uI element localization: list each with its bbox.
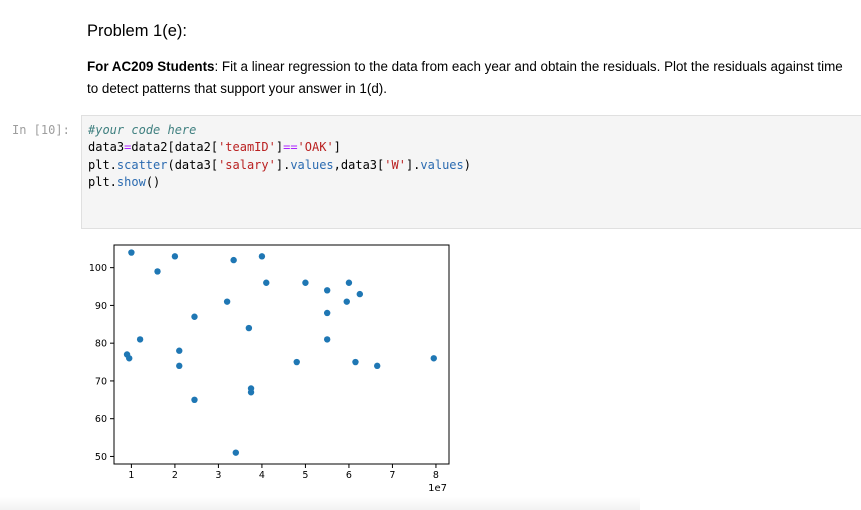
scatter-point (430, 355, 437, 362)
scatter-point (230, 256, 237, 264)
scatter-point (323, 287, 331, 294)
scatter-point (136, 336, 144, 343)
code-token: = (124, 140, 132, 155)
code-token: ] (275, 140, 284, 155)
code-token: ] (333, 140, 341, 155)
y-tick-label: 50 (95, 452, 107, 463)
scatter-point (356, 290, 364, 298)
scatter-point (352, 358, 359, 366)
scatter-point (263, 279, 270, 286)
scatter-point (176, 362, 183, 370)
x-axis-offset-label: 1e7 (428, 483, 447, 494)
scatter-points (123, 249, 437, 456)
code-line-4: plt.show() (88, 175, 160, 189)
code-comment: #your code here (88, 123, 197, 137)
code-token: 'W' (384, 157, 406, 172)
code-token: (data3[ (167, 157, 219, 172)
code-token: plt. (88, 174, 117, 189)
scatter-point (154, 268, 161, 275)
y-tick-label: 60 (95, 414, 107, 425)
scatter-point (374, 362, 381, 370)
scatter-point (247, 389, 255, 396)
code-token: values (290, 157, 334, 172)
scatter-point (323, 309, 331, 317)
x-tick-label: 3 (215, 470, 221, 481)
y-tick-label: 80 (95, 339, 107, 350)
plot-area (113, 244, 450, 465)
scatter-point (232, 449, 240, 456)
problem-bold-prefix: For AC209 Students (87, 59, 215, 74)
code-token: 'salary' (218, 157, 276, 172)
code-token: ]. (405, 157, 421, 172)
scatter-point (258, 253, 266, 260)
problem-title: Problem 1(e): (87, 22, 187, 40)
code-token: ,data3[ (333, 157, 385, 172)
x-tick-label: 8 (433, 470, 439, 481)
x-tick-label: 6 (346, 470, 352, 481)
scatter-point (223, 298, 231, 305)
x-tick-label: 5 (302, 470, 308, 481)
x-tick-label: 7 (389, 470, 395, 481)
cell-prompt: In [10]: (12, 123, 70, 137)
scatter-point (191, 313, 198, 320)
code-token: == (283, 140, 298, 155)
scatter-point (323, 336, 331, 343)
scatter-point (293, 358, 300, 366)
code-cell[interactable] (81, 115, 861, 229)
code-token: 'OAK' (297, 140, 334, 155)
y-axis-ticks: 50 60 70 80 90 100 (89, 263, 114, 463)
x-tick-label: 2 (172, 470, 178, 481)
output-area-edge (0, 497, 640, 510)
code-token: ]. (275, 157, 291, 172)
y-tick-label: 90 (95, 301, 107, 312)
code-token: 'teamID' (218, 140, 276, 155)
code-line-2: data3=data2[data2['teamID']=='OAK'] (88, 140, 341, 154)
code-token: data3 (88, 140, 125, 155)
scatter-point (176, 347, 183, 354)
code-token: scatter (116, 157, 168, 172)
problem-text: : Fit a linear regression to the data fr… (87, 59, 843, 96)
y-tick-label: 100 (89, 263, 107, 274)
scatter-point (345, 279, 353, 286)
code-token: ) (463, 157, 471, 172)
x-axis-ticks: 1 2 3 4 5 6 7 8 (128, 464, 439, 481)
code-token: values (420, 157, 464, 172)
code-editor[interactable]: #your code here data3=data2[data2['teamI… (88, 122, 471, 191)
scatter-point (128, 249, 135, 256)
code-line-3: plt.scatter(data3['salary'].values,data3… (88, 158, 471, 172)
scatter-point (171, 253, 179, 260)
scatter-point (191, 396, 198, 404)
scatter-point (302, 279, 309, 286)
x-tick-label: 1 (128, 470, 134, 481)
scatter-point (126, 355, 133, 362)
x-tick-label: 4 (259, 470, 265, 481)
code-token: () (145, 174, 161, 189)
problem-description: For AC209 Students: Fit a linear regress… (87, 56, 847, 99)
scatter-point (343, 298, 350, 305)
code-token: data2[data2[ (131, 140, 219, 155)
scatter-point (245, 324, 253, 332)
code-token: show (116, 174, 146, 189)
y-tick-label: 70 (95, 376, 107, 387)
code-token: plt. (88, 157, 117, 172)
